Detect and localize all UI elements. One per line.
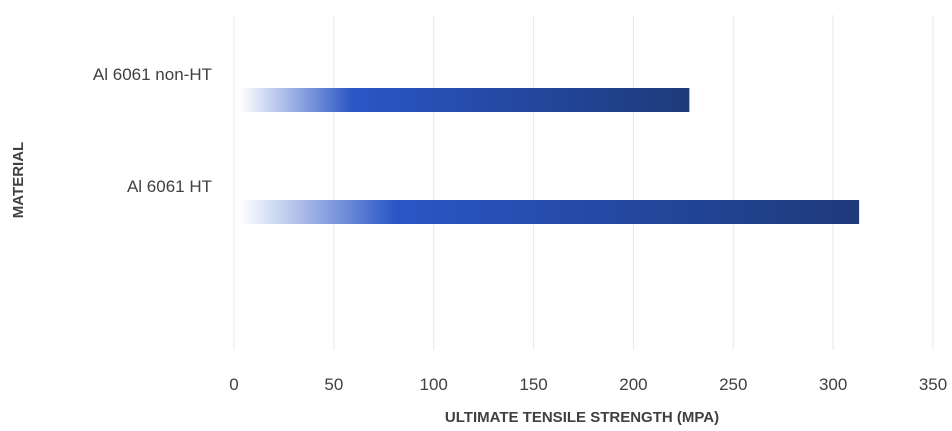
x-tick-label: 300 bbox=[819, 375, 847, 394]
x-axis-ticks: 0 50 100 150 200 250 300 350 bbox=[229, 375, 947, 394]
category-label: Al 6061 non-HT bbox=[93, 65, 212, 84]
x-axis-title: ULTIMATE TENSILE STRENGTH (MPA) bbox=[445, 409, 719, 426]
bar bbox=[240, 200, 860, 224]
x-tick-label: 50 bbox=[324, 375, 343, 394]
x-tick-label: 150 bbox=[519, 375, 547, 394]
x-tick-label: 350 bbox=[919, 375, 947, 394]
x-tick-label: 200 bbox=[619, 375, 647, 394]
bar bbox=[240, 88, 690, 112]
category-labels: Al 6061 non-HT Al 6061 HT bbox=[93, 65, 212, 196]
bars bbox=[240, 88, 860, 224]
x-tick-label: 0 bbox=[229, 375, 238, 394]
gridlines bbox=[233, 15, 934, 350]
x-tick-label: 100 bbox=[420, 375, 448, 394]
y-axis-title: MATERIAL bbox=[10, 142, 27, 218]
category-label: Al 6061 HT bbox=[127, 177, 212, 196]
x-tick-label: 250 bbox=[719, 375, 747, 394]
